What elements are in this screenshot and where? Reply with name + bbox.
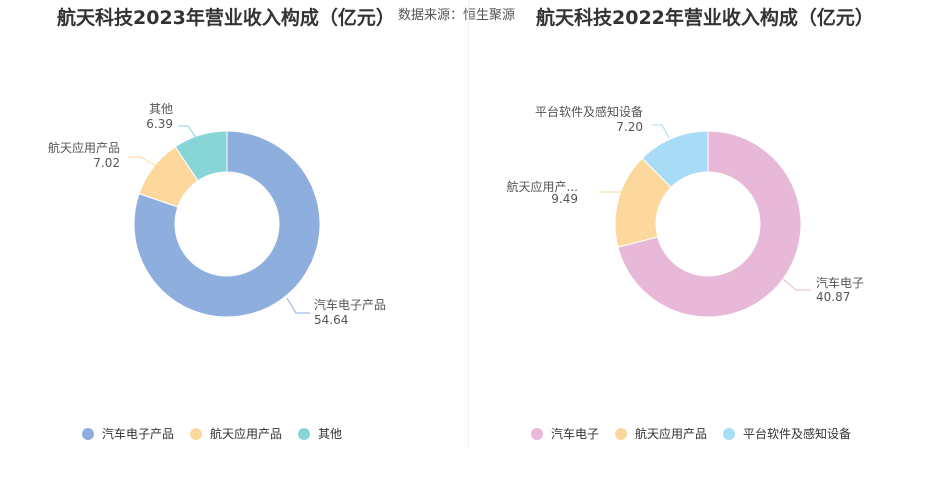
legend-item[interactable]: 汽车电子产品 — [82, 425, 174, 442]
pie-slice — [133, 130, 321, 318]
data-source-note: 数据来源：恒生聚源 — [398, 8, 516, 23]
label-leader-line — [178, 125, 198, 140]
legend-item[interactable]: 平台软件及感知设备 — [723, 425, 851, 442]
slice-label-value: 6.39 — [146, 117, 173, 131]
legend-item[interactable]: 航天应用产品 — [190, 425, 282, 442]
label-leader-line — [286, 297, 310, 314]
legend-2022: 汽车电子 航天应用产品 平台软件及感知设备 — [531, 425, 867, 442]
slice-label-name: 其他 — [149, 102, 173, 116]
slice-label-value: 9.49 — [551, 192, 578, 206]
slice-label-name: 航天应用产品 — [48, 140, 120, 155]
slice-label-name: 汽车电子 — [816, 275, 864, 290]
legend-item[interactable]: 汽车电子 — [531, 425, 599, 442]
slice-label-name: 平台软件及感知设备 — [535, 104, 643, 119]
legend-label: 平台软件及感知设备 — [743, 427, 852, 441]
slice-label-value: 40.87 — [816, 290, 850, 304]
legend-marker — [190, 427, 203, 440]
pie-slice — [617, 130, 802, 318]
legend-label: 航天应用产品 — [210, 427, 283, 441]
slice-label-value: 7.20 — [616, 120, 643, 134]
legend-marker — [615, 427, 628, 440]
legend-label: 汽车电子产品 — [102, 427, 175, 441]
legend-label: 其他 — [318, 427, 343, 441]
chart-title-2023: 航天科技2023年营业收入构成（亿元） — [57, 7, 395, 29]
slice-label-name: 汽车电子产品 — [314, 297, 386, 312]
legend-item[interactable]: 航天应用产品 — [615, 425, 707, 442]
slice-label-value: 54.64 — [314, 313, 348, 327]
chart-divider — [468, 0, 469, 448]
legend-label: 航天应用产品 — [635, 427, 708, 441]
legend-marker — [82, 427, 94, 440]
legend-marker — [723, 427, 736, 440]
label-leader-line — [652, 124, 670, 139]
slice-label-value: 7.02 — [93, 156, 120, 170]
legend-item[interactable]: 其他 — [298, 425, 342, 442]
legend-marker — [531, 427, 543, 440]
label-leader-line — [782, 278, 811, 291]
legend-marker — [298, 427, 311, 440]
legend-2023: 汽车电子产品 航天应用产品 其他 — [82, 425, 358, 442]
label-leader-line — [128, 156, 157, 167]
pie-slice — [641, 130, 709, 188]
slice-label-name: 航天应用产... — [507, 179, 578, 194]
pie-slice — [174, 130, 228, 182]
legend-label: 汽车电子 — [551, 427, 600, 441]
chart-title-2022: 航天科技2022年营业收入构成（亿元） — [536, 7, 874, 29]
